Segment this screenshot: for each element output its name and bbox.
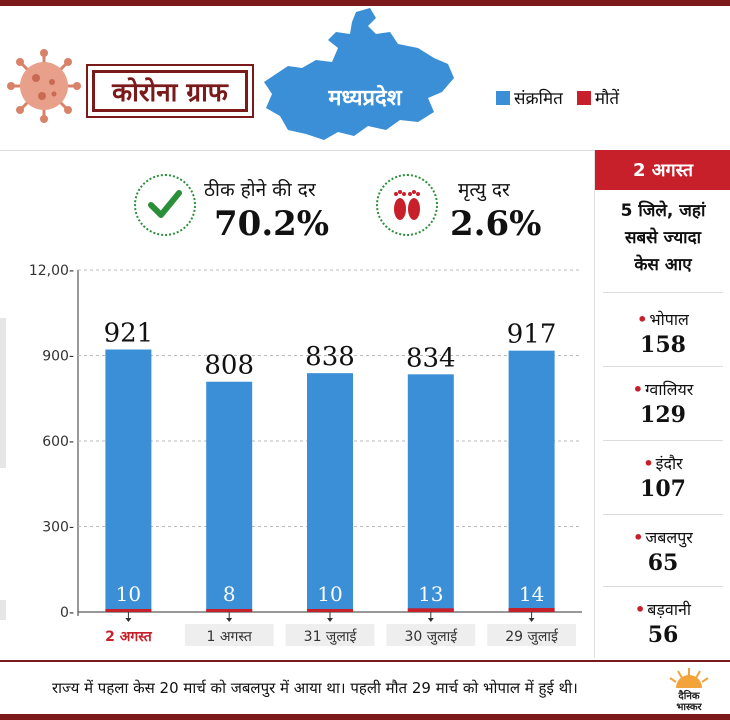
y-tick-label: 0- bbox=[60, 605, 74, 621]
bar-value-label: 917 bbox=[507, 320, 557, 350]
bar-deaths bbox=[407, 608, 454, 612]
y-tick-label: 600- bbox=[42, 434, 74, 450]
left-accent-bottom bbox=[0, 600, 6, 620]
category-label-bg bbox=[184, 624, 274, 646]
y-tick-label: 900- bbox=[42, 349, 74, 365]
bar-infected bbox=[508, 350, 555, 612]
district-item: • इंदौर 107 bbox=[595, 452, 730, 502]
side-divider bbox=[603, 586, 723, 587]
legend-swatch-infected bbox=[496, 90, 510, 105]
footprints-icon bbox=[376, 174, 438, 236]
side-title: 5 जिले, जहां सबसे ज्यादा केस आए bbox=[595, 198, 730, 279]
legend-label-infected: संक्रमित bbox=[514, 89, 563, 109]
state-map-icon bbox=[264, 8, 454, 140]
district-name: इंदौर bbox=[655, 454, 683, 473]
death-value-label: 10 bbox=[317, 582, 342, 606]
death-value-label: 10 bbox=[116, 582, 141, 606]
death-value-label: 13 bbox=[418, 582, 443, 606]
bottom-bar bbox=[0, 714, 730, 720]
district-item: • जबलपुर 65 bbox=[595, 526, 730, 576]
x-tick-label: 1 अगस्त bbox=[207, 629, 253, 645]
side-divider bbox=[603, 366, 723, 367]
dainik-bhaskar-logo: दैनिक भास्कर bbox=[669, 668, 709, 712]
mortality-rate-value: 2.6% bbox=[450, 204, 542, 244]
header-divider bbox=[0, 150, 730, 151]
bar-value-label: 921 bbox=[104, 319, 154, 349]
x-tick-label: 31 जुलाई bbox=[304, 628, 358, 645]
y-tick-label: 12,00- bbox=[29, 263, 74, 279]
mortality-rate-label: मृत्यु दर bbox=[458, 179, 510, 201]
logo-text: भास्कर bbox=[676, 702, 702, 712]
district-name: बड़वानी bbox=[647, 600, 691, 619]
district-value: 107 bbox=[640, 476, 686, 502]
side-title-line: सबसे ज्यादा bbox=[624, 228, 702, 248]
top-districts-panel: 2 अगस्त 5 जिले, जहां सबसे ज्यादा केस आए … bbox=[594, 150, 730, 658]
side-title-line: केस आए bbox=[634, 255, 692, 275]
arrow-down-icon bbox=[528, 618, 535, 622]
bar-chart: 0- 300- 600- 900- 12,00- 921 10 2 अगस्त 808 8 1 अग… bbox=[29, 263, 582, 646]
district-value: 56 bbox=[647, 622, 679, 648]
category-label-bg bbox=[487, 624, 576, 646]
x-tick-label: 29 जुलाई bbox=[505, 628, 559, 645]
bullet-icon: • bbox=[643, 454, 654, 473]
bullet-icon: • bbox=[633, 528, 644, 547]
title-box: कोरोना ग्राफ bbox=[86, 64, 254, 118]
y-tick-label: 300- bbox=[42, 520, 74, 536]
side-divider bbox=[603, 514, 723, 515]
state-name: मध्यप्रदेश bbox=[328, 86, 402, 111]
top-bar bbox=[0, 0, 730, 6]
bar-deaths bbox=[508, 608, 555, 612]
arrow-down-icon bbox=[226, 618, 233, 622]
bar-infected bbox=[407, 374, 454, 612]
bar-deaths bbox=[105, 609, 152, 612]
page-title: कोरोना ग्राफ bbox=[92, 70, 248, 112]
bar-value-label: 838 bbox=[305, 342, 355, 372]
district-name: जबलपुर bbox=[645, 528, 693, 547]
bullet-icon: • bbox=[635, 600, 646, 619]
legend: संक्रमित मौतें bbox=[496, 86, 619, 109]
arrow-down-icon bbox=[327, 618, 333, 622]
bar-deaths bbox=[206, 609, 253, 612]
side-title-line: 5 जिले, जहां bbox=[620, 201, 706, 221]
recovery-rate-value: 70.2% bbox=[214, 204, 330, 244]
logo-text: दैनिक bbox=[677, 689, 700, 702]
district-value: 129 bbox=[640, 402, 686, 428]
death-value-label: 8 bbox=[223, 582, 236, 606]
district-name: भोपाल bbox=[649, 310, 689, 329]
legend-swatch-deaths bbox=[576, 90, 591, 105]
district-name: ग्वालियर bbox=[644, 380, 694, 399]
category-label-bg bbox=[285, 624, 375, 646]
bar-deaths bbox=[307, 609, 353, 612]
district-item: • बड़वानी 56 bbox=[595, 598, 730, 648]
death-value-label: 14 bbox=[519, 582, 544, 606]
side-divider bbox=[603, 292, 723, 293]
arrow-down-icon bbox=[427, 618, 434, 622]
district-item: • ग्वालियर 129 bbox=[595, 378, 730, 428]
bar-value-label: 808 bbox=[204, 351, 254, 381]
footer-divider bbox=[0, 660, 730, 662]
district-value: 65 bbox=[647, 550, 679, 576]
category-label-bg bbox=[386, 624, 476, 646]
check-icon bbox=[134, 174, 196, 236]
bar-value-label: 834 bbox=[406, 343, 456, 373]
x-tick-label: 30 जुलाई bbox=[404, 628, 458, 645]
side-divider bbox=[603, 440, 723, 441]
left-accent bbox=[0, 318, 6, 468]
virus-icon bbox=[7, 49, 81, 123]
district-item: • भोपाल 158 bbox=[595, 308, 730, 358]
bullet-icon: • bbox=[632, 380, 643, 399]
x-tick-label: 2 अगस्त bbox=[105, 629, 153, 645]
side-date-header: 2 अगस्त bbox=[595, 150, 730, 190]
bar-infected bbox=[206, 381, 253, 612]
bar-infected bbox=[307, 373, 353, 612]
arrow-down-icon bbox=[125, 618, 132, 622]
bullet-icon: • bbox=[637, 310, 648, 329]
recovery-rate-label: ठीक होने की दर bbox=[204, 179, 316, 201]
district-value: 158 bbox=[640, 332, 686, 358]
footer-note: राज्य में पहला केस 20 मार्च को जबलपुर मे… bbox=[52, 679, 578, 697]
bar-infected bbox=[105, 349, 152, 612]
legend-label-deaths: मौतें bbox=[594, 89, 620, 109]
